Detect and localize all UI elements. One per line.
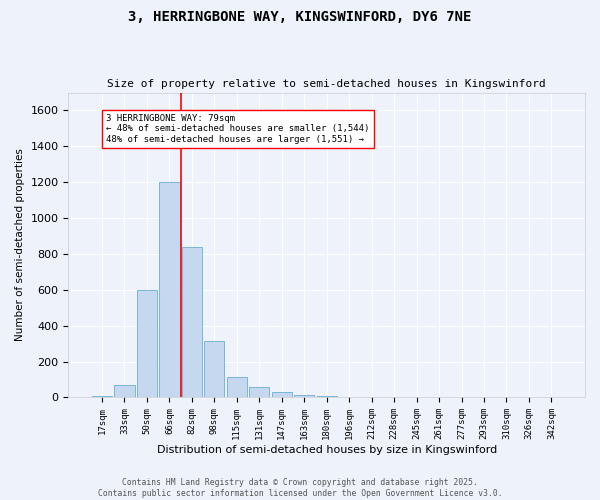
Bar — [137, 290, 157, 398]
Text: 3 HERRINGBONE WAY: 79sqm
← 48% of semi-detached houses are smaller (1,544)
48% o: 3 HERRINGBONE WAY: 79sqm ← 48% of semi-d… — [106, 114, 370, 144]
Bar — [182, 247, 202, 398]
Bar — [317, 396, 337, 398]
Text: 3, HERRINGBONE WAY, KINGSWINFORD, DY6 7NE: 3, HERRINGBONE WAY, KINGSWINFORD, DY6 7N… — [128, 10, 472, 24]
Bar — [204, 341, 224, 398]
Bar — [272, 392, 292, 398]
Bar — [159, 182, 179, 398]
Title: Size of property relative to semi-detached houses in Kingswinford: Size of property relative to semi-detach… — [107, 79, 546, 89]
X-axis label: Distribution of semi-detached houses by size in Kingswinford: Distribution of semi-detached houses by … — [157, 445, 497, 455]
Text: Contains HM Land Registry data © Crown copyright and database right 2025.
Contai: Contains HM Land Registry data © Crown c… — [98, 478, 502, 498]
Bar — [294, 395, 314, 398]
Bar — [115, 385, 134, 398]
Bar — [92, 396, 112, 398]
Y-axis label: Number of semi-detached properties: Number of semi-detached properties — [15, 148, 25, 342]
Bar — [227, 377, 247, 398]
Bar — [249, 386, 269, 398]
